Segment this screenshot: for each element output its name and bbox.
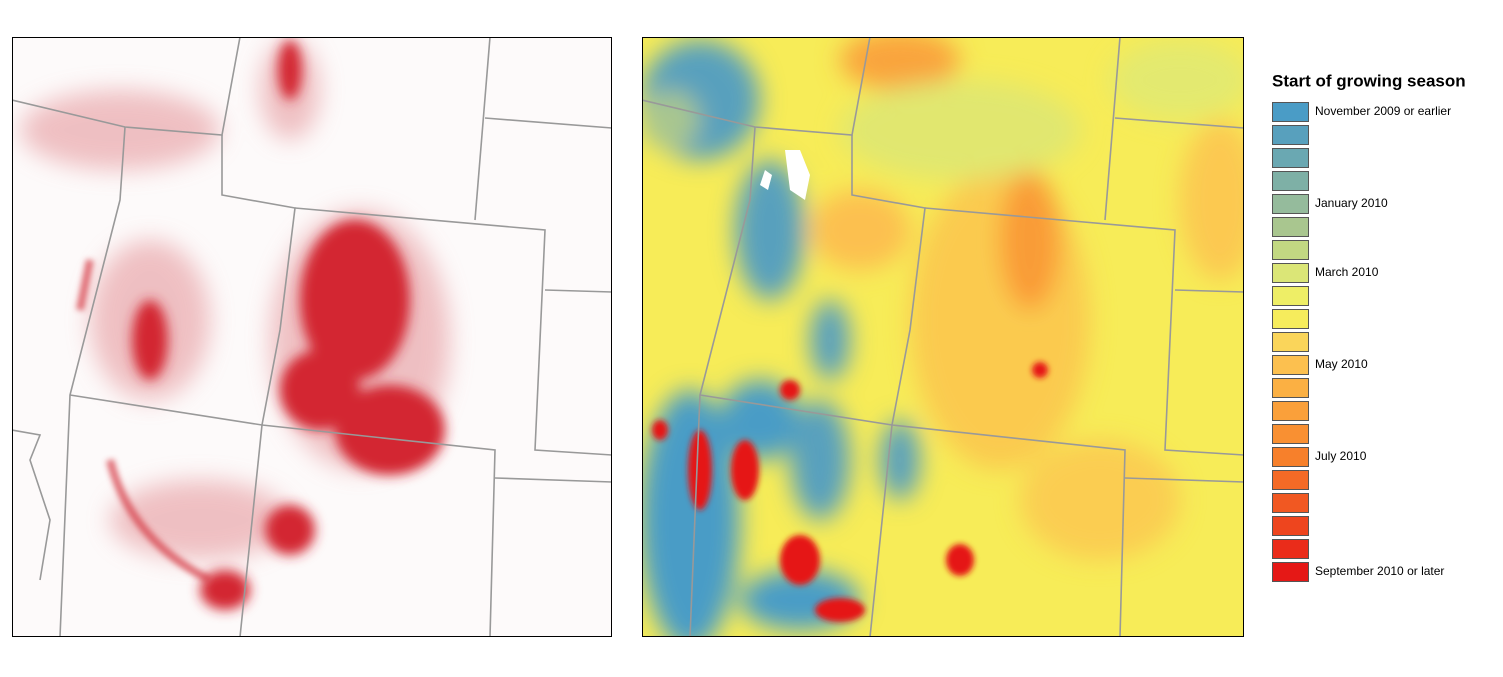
legend-swatch — [1272, 171, 1309, 191]
legend-label: November 2009 or earlier — [1315, 104, 1451, 118]
legend-swatch — [1272, 240, 1309, 260]
legend: Start of growing season November 2009 or… — [1272, 71, 1466, 582]
legend-swatch — [1272, 148, 1309, 168]
legend-label: March 2010 — [1315, 265, 1379, 279]
legend-swatch — [1272, 562, 1309, 582]
legend-title: Start of growing season — [1272, 71, 1466, 90]
legend-swatch — [1272, 401, 1309, 421]
legend-swatch — [1272, 516, 1309, 536]
legend-swatch — [1272, 493, 1309, 513]
legend-swatch — [1272, 470, 1309, 490]
legend-swatch — [1272, 332, 1309, 352]
legend-label: September 2010 or later — [1315, 564, 1444, 578]
legend-swatch — [1272, 125, 1309, 145]
legend-label: July 2010 — [1315, 449, 1367, 463]
legend-swatch — [1272, 355, 1309, 375]
legend-swatch — [1272, 217, 1309, 237]
legend-label: May 2010 — [1315, 357, 1368, 371]
legend-swatch — [1272, 424, 1309, 444]
legend-swatch — [1272, 378, 1309, 398]
right-map — [642, 37, 1244, 637]
legend-label: January 2010 — [1315, 196, 1388, 210]
legend-swatch — [1272, 263, 1309, 283]
legend-swatch — [1272, 539, 1309, 559]
legend-swatch — [1272, 102, 1309, 122]
legend-swatch — [1272, 309, 1309, 329]
legend-swatch — [1272, 194, 1309, 214]
legend-swatch — [1272, 286, 1309, 306]
left-map — [12, 37, 612, 637]
legend-swatch — [1272, 447, 1309, 467]
